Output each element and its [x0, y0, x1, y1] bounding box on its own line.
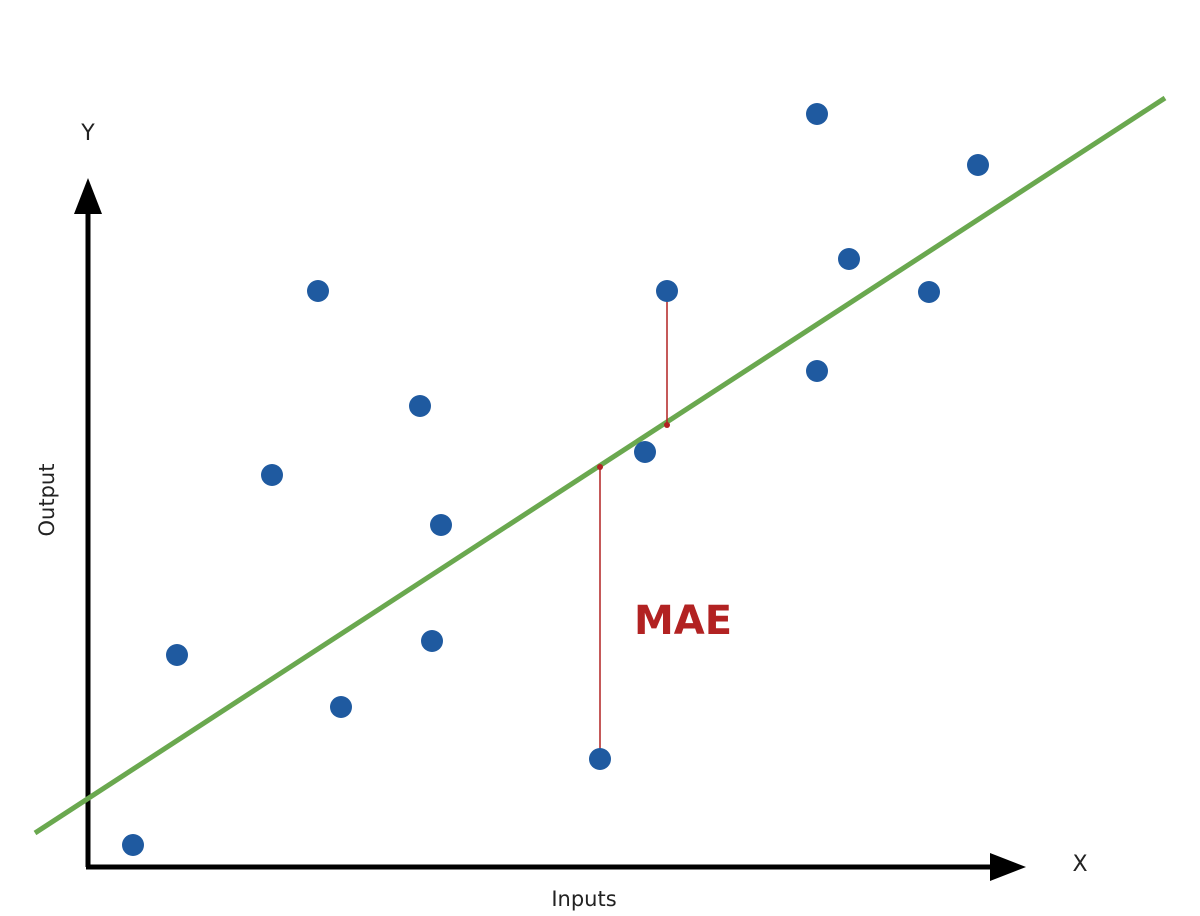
- point: [409, 395, 431, 417]
- point: [806, 360, 828, 382]
- x-label: X: [1072, 852, 1087, 877]
- point: [656, 280, 678, 302]
- y-title: Output: [35, 464, 59, 537]
- residual-end: [664, 422, 670, 428]
- points: [122, 103, 989, 856]
- point: [430, 514, 452, 536]
- point: [330, 696, 352, 718]
- point: [261, 464, 283, 486]
- point: [838, 248, 860, 270]
- point: [307, 280, 329, 302]
- point: [967, 154, 989, 176]
- residual-end: [597, 464, 603, 470]
- point: [918, 281, 940, 303]
- point: [421, 630, 443, 652]
- point: [122, 834, 144, 856]
- point: [589, 748, 611, 770]
- annotation: MAE: [634, 598, 732, 644]
- x-title: Inputs: [551, 887, 616, 911]
- x-arrow: [990, 853, 1026, 881]
- y-arrow: [74, 178, 102, 214]
- y-label: Y: [80, 121, 95, 146]
- point: [634, 441, 656, 463]
- point: [166, 644, 188, 666]
- point: [806, 103, 828, 125]
